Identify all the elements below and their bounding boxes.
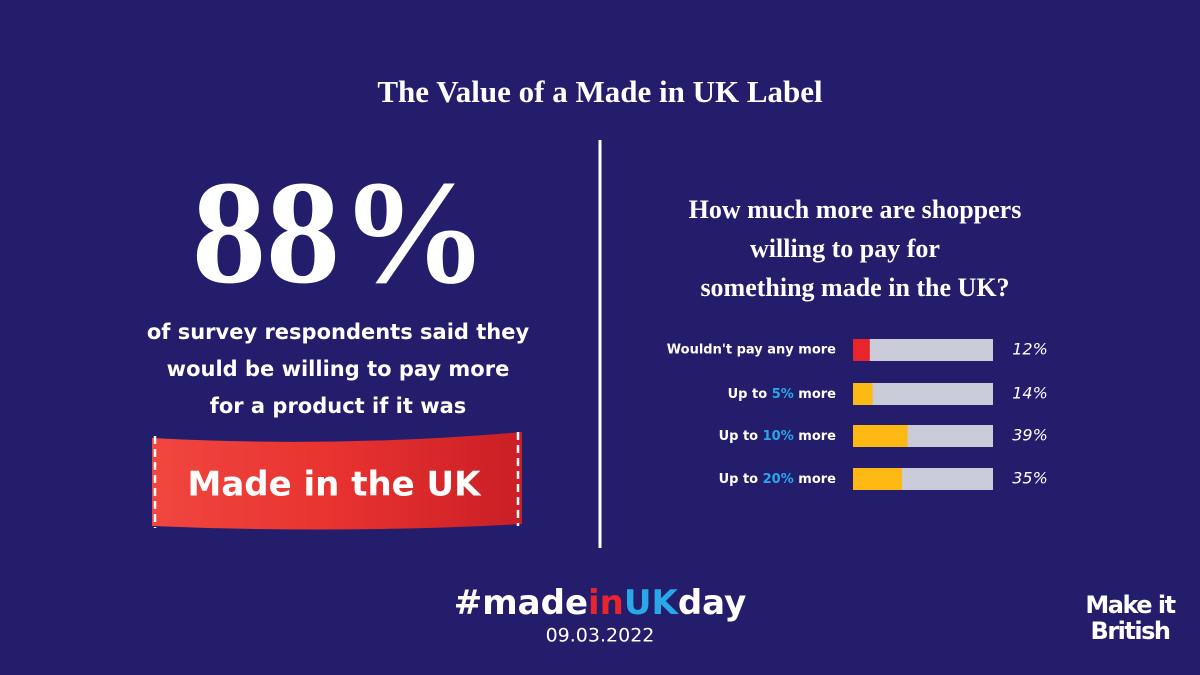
label-part: 5% (772, 387, 794, 402)
bar (853, 383, 873, 405)
hashtag: #madeinUKday (454, 583, 747, 623)
value-label: 39% (1012, 426, 1048, 445)
chart-title: How much more are shoppers (689, 195, 1022, 224)
date: 09.03.2022 (546, 625, 655, 647)
chart-title: something made in the UK? (700, 273, 1009, 302)
label-part: more (794, 429, 836, 444)
bar (853, 425, 908, 447)
bar (853, 339, 870, 361)
label-part: 20% (763, 472, 794, 487)
title: The Value of a Made in UK Label (377, 74, 823, 109)
hashtag-part: #made (454, 583, 588, 623)
label-part: Up to (719, 429, 763, 444)
banner (152, 432, 522, 530)
headline-figure: 88% (192, 151, 488, 315)
logo: Make it (1085, 591, 1175, 619)
value-label: 35% (1012, 469, 1048, 488)
hashtag-part: day (678, 583, 746, 623)
label-part: Up to (719, 472, 763, 487)
category-label: Wouldn't pay any more (667, 343, 836, 358)
label-part: Up to (728, 387, 772, 402)
category-label: Up to 10% more (719, 429, 837, 444)
label-part: more (794, 387, 836, 402)
logo: British (1091, 617, 1170, 645)
chart-title: willing to pay for (750, 234, 940, 263)
headline-text: for a product if it was (210, 394, 467, 418)
label-part: 10% (763, 429, 794, 444)
hashtag-part: UK (624, 583, 680, 623)
category-label: Up to 5% more (728, 387, 837, 402)
headline-text: of survey respondents said they (147, 320, 530, 344)
value-label: 14% (1012, 384, 1048, 403)
hashtag-part: in (588, 583, 624, 623)
bar-track (853, 383, 993, 405)
label-part: more (794, 472, 836, 487)
bar-track (853, 339, 993, 361)
category-label: Up to 20% more (719, 472, 837, 487)
banner-text: Made in the UK (187, 465, 482, 505)
bar (853, 468, 902, 490)
value-label: 12% (1012, 340, 1048, 359)
headline-text: would be willing to pay more (167, 357, 510, 381)
